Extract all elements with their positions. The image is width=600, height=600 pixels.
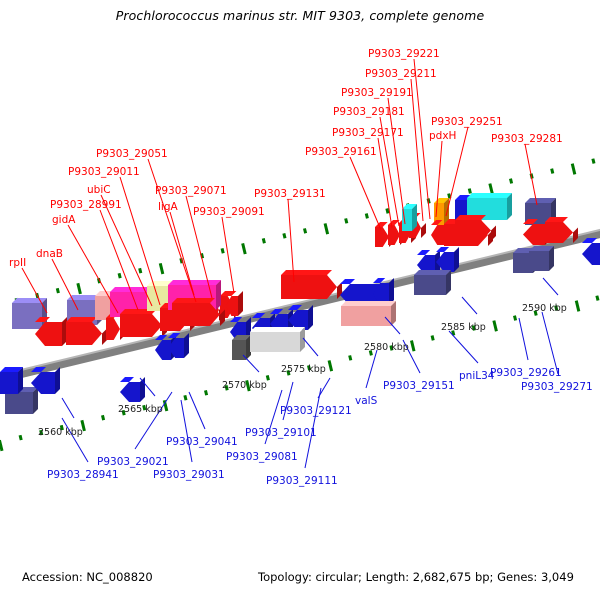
gene-feature[interactable] — [373, 278, 394, 305]
gene-label[interactable]: pdxH — [429, 130, 457, 142]
gene-label[interactable]: P9303_28941 — [47, 469, 119, 481]
gene-label[interactable]: P9303_29041 — [166, 436, 238, 448]
tick-marks-reverse-strand — [0, 295, 600, 452]
gene-label[interactable]: P9303_29171 — [332, 127, 404, 139]
gene-label[interactable]: P9303_28991 — [50, 199, 122, 211]
gene-label[interactable]: P9303_29251 — [431, 116, 503, 128]
gene-feature[interactable] — [0, 367, 23, 394]
gene-label[interactable]: P9303_29151 — [383, 380, 455, 392]
gene-feature[interactable] — [582, 238, 600, 265]
gene-feature[interactable] — [35, 317, 67, 346]
gene-label[interactable]: P9303_29211 — [365, 68, 437, 80]
gene-feature[interactable] — [436, 247, 459, 272]
gene-label[interactable]: gidA — [52, 214, 76, 226]
gene-features-reverse-strand[interactable] — [0, 238, 600, 414]
gene-label[interactable]: ubiC — [87, 184, 111, 196]
gene-label[interactable]: P9303_29011 — [68, 166, 140, 178]
gene-label[interactable]: P9303_29111 — [266, 475, 338, 487]
scale-tick-label: 2590 kbp — [522, 303, 567, 314]
gene-feature[interactable] — [120, 309, 167, 337]
gene-label[interactable]: P9303_29131 — [254, 188, 326, 200]
accession-text: Accession: NC_008820 — [22, 570, 153, 584]
gene-label[interactable]: P9303_29021 — [97, 456, 169, 468]
genome-stats-text: Topology: circular; Length: 2,682,675 bp… — [258, 570, 574, 584]
gene-label[interactable]: dnaB — [36, 248, 63, 260]
gene-feature[interactable] — [172, 298, 225, 326]
gene-label[interactable]: P9303_29031 — [153, 469, 225, 481]
gene-feature[interactable] — [455, 215, 496, 241]
gene-feature[interactable] — [168, 333, 189, 358]
gene-label[interactable]: P9303_29051 — [96, 148, 168, 160]
page-title: Prochlorococcus marinus str. MIT 9303, c… — [115, 8, 485, 23]
gene-feature[interactable] — [341, 301, 396, 326]
gene-feature[interactable] — [250, 327, 305, 352]
scale-tick-label: 2585 kbp — [441, 322, 486, 333]
label-leader-lines-scale — [61, 277, 559, 419]
gene-label[interactable]: P9303_29161 — [305, 146, 377, 158]
gene-feature[interactable] — [529, 246, 554, 271]
gene-label[interactable]: P9303_29121 — [280, 405, 352, 417]
scale-tick-label: 2570 kbp — [222, 380, 267, 391]
gene-feature[interactable] — [545, 217, 578, 243]
label-leader-lines-reverse — [61, 311, 559, 469]
gene-label[interactable]: P9303_29091 — [193, 206, 265, 218]
gene-feature[interactable] — [402, 204, 417, 231]
gene-label[interactable]: P9303_29101 — [245, 427, 317, 439]
gene-label[interactable]: P9303_29221 — [368, 48, 440, 60]
gene-label[interactable]: rpII — [9, 257, 27, 269]
gene-label[interactable]: pniL34 — [459, 370, 495, 382]
gene-feature[interactable] — [232, 335, 251, 360]
gene-feature[interactable] — [281, 270, 342, 299]
gene-label[interactable]: valS — [355, 395, 378, 407]
gene-label[interactable]: P9303_29281 — [491, 133, 563, 145]
label-leader-lines-forward — [21, 58, 538, 314]
scale-tick-label: 2575 kbp — [281, 364, 326, 375]
gene-label[interactable]: P9303_29261 — [490, 367, 562, 379]
scale-tick-label: 2580 kbp — [364, 342, 409, 353]
gene-feature[interactable] — [414, 270, 451, 295]
gene-label[interactable]: P9303_29191 — [341, 87, 413, 99]
gene-features-forward-strand[interactable] — [12, 193, 578, 346]
gene-label[interactable]: P9303_29081 — [226, 451, 298, 463]
gene-label[interactable]: P9303_29271 — [521, 381, 593, 393]
gene-label[interactable]: ligA — [158, 201, 178, 213]
gene-feature[interactable] — [288, 305, 313, 330]
gene-label[interactable]: P9303_29071 — [155, 185, 227, 197]
gene-feature[interactable] — [66, 317, 107, 345]
scale-tick-label: 2565 kbp — [118, 404, 163, 415]
scale-tick-label: 2560 kbp — [38, 427, 83, 438]
gene-feature[interactable] — [120, 377, 145, 402]
gene-feature[interactable] — [31, 367, 60, 394]
gene-feature[interactable] — [467, 193, 512, 220]
gene-label[interactable]: P9303_29181 — [333, 106, 405, 118]
